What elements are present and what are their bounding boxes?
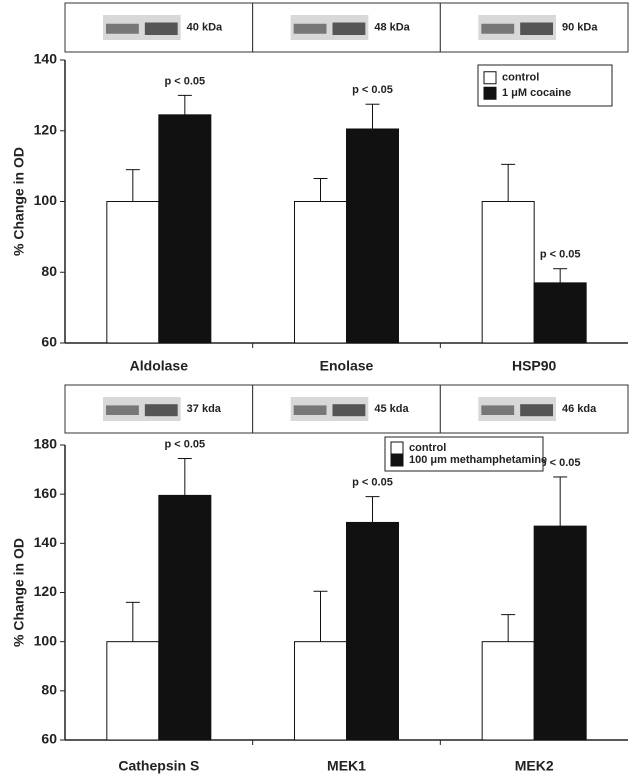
y-tick-label: 100 <box>34 192 58 208</box>
blot-label: 37 kda <box>187 403 222 415</box>
y-tick-label: 140 <box>34 534 58 550</box>
bar <box>158 114 212 344</box>
significance-label: p < 0.05 <box>352 84 393 96</box>
x-tick-label: HSP90 <box>512 358 557 374</box>
y-tick-label: 120 <box>34 583 58 599</box>
bar <box>481 201 535 344</box>
legend-box <box>384 436 544 472</box>
significance-label: p < 0.05 <box>540 457 581 469</box>
blot-label: 46 kda <box>562 403 597 415</box>
blot-band <box>481 405 515 415</box>
blot-band <box>144 404 178 417</box>
y-tick-label: 60 <box>41 731 57 747</box>
y-tick-label: 160 <box>34 485 58 501</box>
blot-band <box>332 404 366 417</box>
legend-box <box>477 64 613 107</box>
blot-band <box>106 405 139 415</box>
legend-label: 100 μm methamphetamine <box>409 454 547 466</box>
y-tick-label: 140 <box>34 51 58 67</box>
significance-label: p < 0.05 <box>352 477 393 489</box>
blot-band <box>106 23 139 34</box>
y-tick-label: 100 <box>34 632 58 648</box>
y-axis-label: % Change in OD <box>11 538 27 647</box>
blot-label: 90 kDa <box>562 21 598 33</box>
legend-swatch <box>483 86 497 100</box>
blot-label: 40 kDa <box>187 21 223 33</box>
bar <box>294 641 347 741</box>
bar <box>533 525 587 741</box>
significance-label: p < 0.05 <box>164 75 205 87</box>
y-axis-label: % Change in OD <box>11 147 27 256</box>
bar <box>346 128 399 344</box>
blot-label: 48 kDa <box>374 21 410 33</box>
legend-swatch <box>483 71 497 85</box>
legend-swatch <box>390 453 404 467</box>
bar <box>346 521 399 741</box>
y-tick-label: 80 <box>41 682 57 698</box>
legend-label: control <box>502 72 539 84</box>
blot-band <box>144 22 178 35</box>
x-tick-label: MEK2 <box>515 758 554 774</box>
x-tick-label: Aldolase <box>130 358 189 374</box>
x-tick-label: Cathepsin S <box>118 758 199 774</box>
bar <box>158 494 212 741</box>
bar <box>481 641 535 741</box>
y-tick-label: 80 <box>41 263 57 279</box>
blot-band <box>293 23 327 34</box>
legend-label: 1 μM cocaine <box>502 87 571 99</box>
blot-band <box>293 405 327 415</box>
y-tick-label: 60 <box>41 334 57 350</box>
y-tick-label: 120 <box>34 121 58 137</box>
x-tick-label: MEK1 <box>327 758 366 774</box>
blot-band <box>520 404 553 417</box>
bar <box>294 201 347 344</box>
x-tick-label: Enolase <box>320 358 374 374</box>
significance-label: p < 0.05 <box>164 438 205 450</box>
blot-band <box>481 23 515 34</box>
bar <box>106 201 160 344</box>
legend-swatch <box>390 441 404 455</box>
y-tick-label: 180 <box>34 436 58 452</box>
blot-band <box>520 22 553 35</box>
blot-label: 45 kda <box>374 403 409 415</box>
blot-band <box>332 22 366 35</box>
bar <box>533 282 587 344</box>
bar <box>106 641 160 741</box>
significance-label: p < 0.05 <box>540 249 581 261</box>
legend-label: control <box>409 442 446 454</box>
